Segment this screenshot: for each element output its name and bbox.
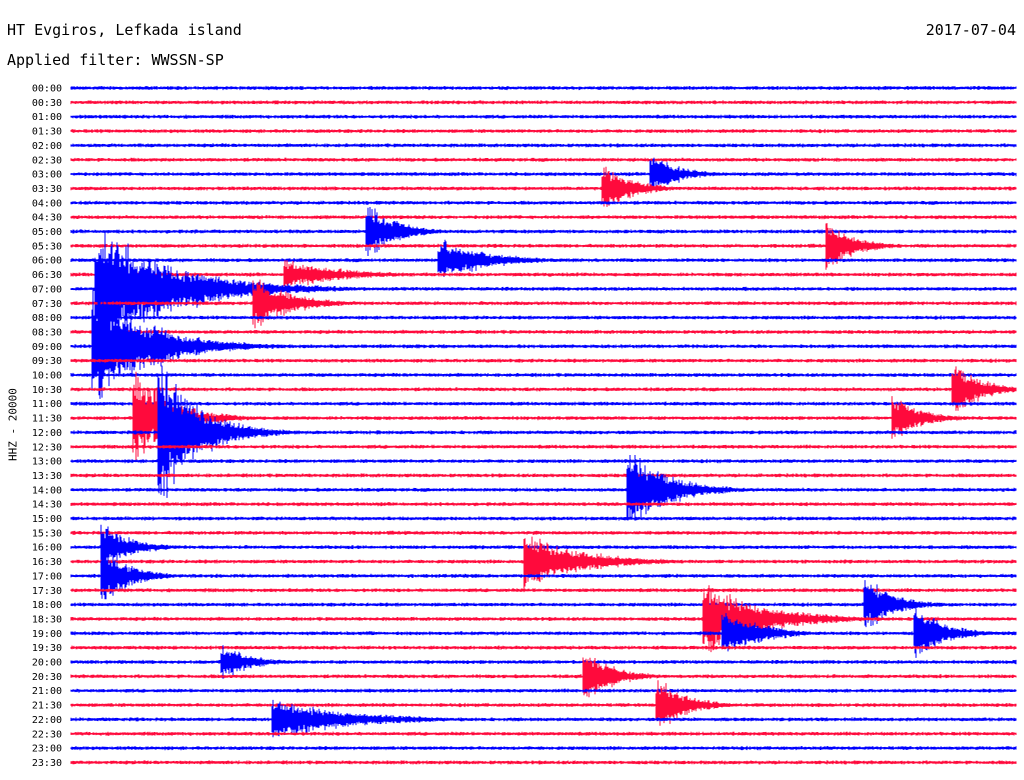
tick-label: 17:30 <box>32 586 62 597</box>
trace-line <box>70 585 1017 653</box>
station-title: HT Evgiros, Lefkada island <box>7 21 242 39</box>
tick-label: 10:30 <box>32 385 62 396</box>
trace-line <box>70 365 1017 498</box>
tick-label: 02:00 <box>32 141 62 152</box>
tick-label: 06:30 <box>32 270 62 281</box>
trace-line <box>70 745 1017 751</box>
trace-line <box>70 358 1017 363</box>
trace-line <box>70 143 1017 148</box>
tick-label: 13:30 <box>32 471 62 482</box>
tick-label: 07:30 <box>32 299 62 310</box>
trace-line <box>70 223 1017 270</box>
tick-label: 08:00 <box>32 313 62 324</box>
tick-label: 13:00 <box>32 457 62 468</box>
trace-line <box>70 372 1017 378</box>
tick-label: 17:00 <box>32 571 62 582</box>
tick-label: 08:30 <box>32 327 62 338</box>
trace-line <box>70 524 1017 570</box>
trace-line <box>70 315 1017 320</box>
trace-line <box>70 645 1017 679</box>
tick-label: 06:00 <box>32 256 62 267</box>
tick-label: 05:30 <box>32 241 62 252</box>
trace-line <box>70 260 1017 287</box>
trace-line <box>70 688 1017 693</box>
tick-label: 16:00 <box>32 543 62 554</box>
filter-label: Applied filter: WWSSN-SP <box>7 51 224 69</box>
trace-line <box>70 232 1017 345</box>
tick-label: 16:30 <box>32 557 62 568</box>
trace-line <box>70 645 1017 650</box>
tick-label: 04:00 <box>32 198 62 209</box>
trace-line <box>70 516 1017 521</box>
trace-line <box>70 114 1017 119</box>
trace-line <box>70 550 1017 600</box>
trace-line <box>70 157 1017 189</box>
tick-label: 00:30 <box>32 98 62 109</box>
tick-label: 11:00 <box>32 399 62 410</box>
trace-line <box>70 760 1017 765</box>
tick-label: 14:30 <box>32 500 62 511</box>
trace-line <box>70 680 1017 726</box>
tick-label: 07:00 <box>32 284 62 295</box>
tick-label: 09:30 <box>32 356 62 367</box>
trace-line <box>70 128 1017 134</box>
tick-label: 10:00 <box>32 371 62 382</box>
trace-line <box>70 207 1017 256</box>
tick-label: 11:30 <box>32 414 62 425</box>
tick-label: 01:00 <box>32 112 62 123</box>
tick-label: 21:30 <box>32 701 62 712</box>
trace-line <box>70 279 1017 329</box>
tick-label: 19:00 <box>32 629 62 640</box>
trace-line <box>70 588 1017 593</box>
tick-label: 05:00 <box>32 227 62 238</box>
trace-line <box>70 608 1017 658</box>
trace-line <box>70 580 1017 628</box>
tick-label: 18:00 <box>32 600 62 611</box>
tick-label: 14:00 <box>32 485 62 496</box>
trace-line <box>70 329 1017 335</box>
tick-label: 19:30 <box>32 643 62 654</box>
tick-label: 21:00 <box>32 686 62 697</box>
trace-line <box>70 530 1017 535</box>
trace-line <box>70 657 1017 698</box>
trace-line <box>70 166 1017 207</box>
trace-line <box>70 157 1017 162</box>
tick-label: 18:30 <box>32 614 62 625</box>
tick-label: 00:00 <box>32 84 62 95</box>
trace-line <box>70 536 1017 589</box>
trace-line <box>70 85 1017 91</box>
tick-label: 20:30 <box>32 672 62 683</box>
tick-label: 23:30 <box>32 758 62 769</box>
tick-label: 20:00 <box>32 658 62 669</box>
tick-label: 22:30 <box>32 729 62 740</box>
trace-line <box>70 444 1017 449</box>
trace-line <box>70 239 1017 277</box>
trace-line <box>70 458 1017 464</box>
tick-label: 03:30 <box>32 184 62 195</box>
trace-line <box>70 699 1017 738</box>
trace-line <box>70 288 1017 399</box>
tick-label: 23:00 <box>32 744 62 755</box>
tick-label: 04:30 <box>32 213 62 224</box>
trace-line <box>70 473 1017 478</box>
tick-label: 03:00 <box>32 170 62 181</box>
tick-label: 01:30 <box>32 127 62 138</box>
trace-line <box>70 215 1017 220</box>
tick-label: 15:30 <box>32 528 62 539</box>
trace-line <box>70 455 1017 521</box>
tick-label: 22:00 <box>32 715 62 726</box>
trace-line <box>70 731 1017 736</box>
trace-line <box>70 100 1017 105</box>
tick-label: 15:00 <box>32 514 62 525</box>
trace-line <box>70 401 1017 406</box>
tick-label: 02:30 <box>32 155 62 166</box>
tick-label: 12:30 <box>32 442 62 453</box>
record-date: 2017-07-04 <box>925 21 1016 39</box>
trace-line <box>70 200 1017 205</box>
tick-label: 12:00 <box>32 428 62 439</box>
tick-label: 09:00 <box>32 342 62 353</box>
trace-line <box>70 502 1017 507</box>
